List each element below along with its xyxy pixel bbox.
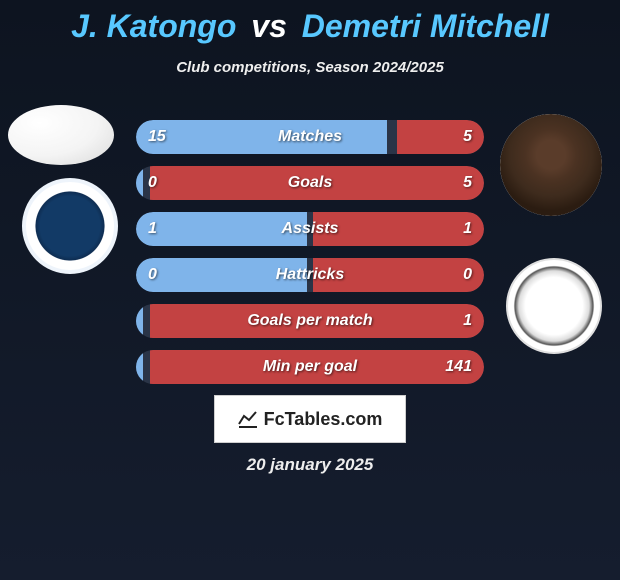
stat-label: Matches	[136, 120, 484, 154]
title-vs: vs	[251, 8, 287, 44]
chart-icon	[238, 410, 258, 428]
stat-label: Goals	[136, 166, 484, 200]
player2-name: Demetri Mitchell	[302, 8, 549, 44]
comparison-title: J. Katongo vs Demetri Mitchell	[0, 0, 620, 45]
stat-label: Goals per match	[136, 304, 484, 338]
stat-row: 1Goals per match	[136, 304, 484, 338]
subtitle: Club competitions, Season 2024/2025	[0, 59, 620, 76]
player2-avatar	[500, 114, 602, 216]
fctables-logo: FcTables.com	[214, 395, 406, 443]
brand-label: FcTables.com	[264, 409, 383, 430]
stat-label: Min per goal	[136, 350, 484, 384]
stat-rows: 155Matches 05Goals 11Assists 00Hattricks 1Go…	[136, 120, 484, 396]
stat-row: 05Goals	[136, 166, 484, 200]
player1-club-crest	[22, 178, 118, 274]
stat-row: 155Matches	[136, 120, 484, 154]
stat-label: Assists	[136, 212, 484, 246]
stat-row: 11Assists	[136, 212, 484, 246]
stat-label: Hattricks	[136, 258, 484, 292]
stat-row: 141Min per goal	[136, 350, 484, 384]
player1-avatar	[8, 105, 114, 165]
date-label: 20 january 2025	[0, 455, 620, 475]
stat-row: 00Hattricks	[136, 258, 484, 292]
player1-name: J. Katongo	[71, 8, 236, 44]
player2-club-crest	[506, 258, 602, 354]
